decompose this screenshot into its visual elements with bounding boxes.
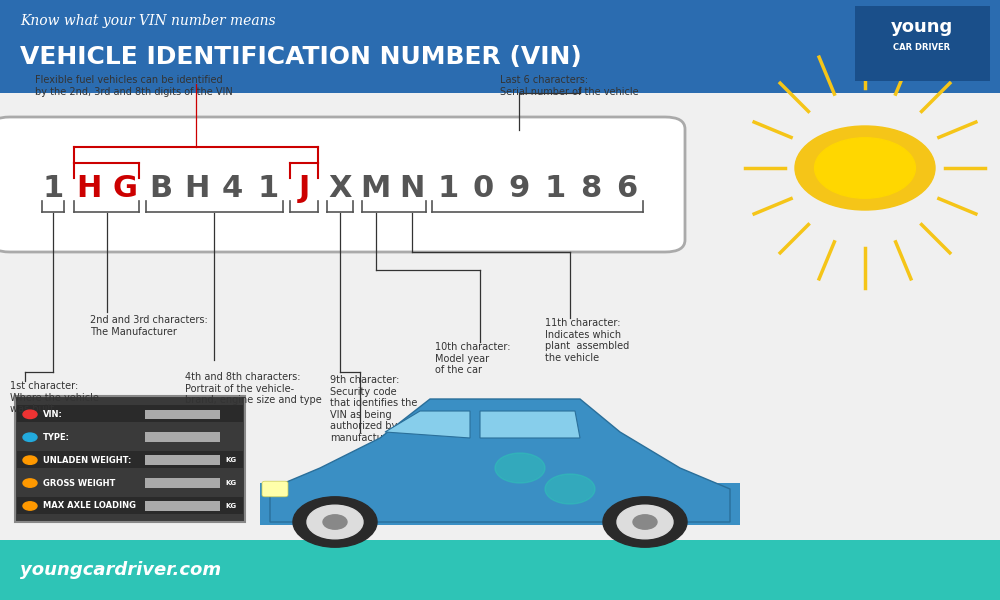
Polygon shape <box>385 411 470 438</box>
Text: H: H <box>76 175 102 203</box>
Text: 9: 9 <box>509 175 530 203</box>
Text: 2nd and 3rd characters:
The Manufacturer: 2nd and 3rd characters: The Manufacturer <box>90 315 208 337</box>
Text: VEHICLE IDENTIFICATION NUMBER (VIN): VEHICLE IDENTIFICATION NUMBER (VIN) <box>20 45 582 69</box>
Text: 0: 0 <box>473 175 494 203</box>
FancyBboxPatch shape <box>260 483 740 525</box>
Circle shape <box>323 515 347 529</box>
FancyBboxPatch shape <box>855 6 990 81</box>
Text: G: G <box>112 175 137 203</box>
FancyBboxPatch shape <box>0 540 1000 600</box>
Text: GROSS WEIGHT: GROSS WEIGHT <box>43 479 115 488</box>
Text: Know what your VIN number means: Know what your VIN number means <box>20 14 276 28</box>
Circle shape <box>617 505 673 539</box>
Text: 11th character:
Indicates which
plant  assembled
the vehicle: 11th character: Indicates which plant as… <box>545 318 629 363</box>
Text: KG: KG <box>225 480 236 486</box>
Text: H: H <box>184 175 209 203</box>
Text: X: X <box>328 175 352 203</box>
Circle shape <box>307 505 363 539</box>
Text: Flexible fuel vehicles can be identified
by the 2nd, 3rd and 8th digits of the V: Flexible fuel vehicles can be identified… <box>35 75 233 97</box>
Text: 4: 4 <box>222 175 243 203</box>
FancyBboxPatch shape <box>145 455 220 465</box>
Text: KG: KG <box>225 503 236 509</box>
Circle shape <box>633 515 657 529</box>
FancyBboxPatch shape <box>17 428 243 445</box>
Text: Last 6 characters:
Serial number of the vehicle: Last 6 characters: Serial number of the … <box>500 75 639 97</box>
Text: 1: 1 <box>437 175 458 203</box>
Circle shape <box>23 433 37 442</box>
Circle shape <box>23 456 37 464</box>
Text: 10th character:
Model year
of the car: 10th character: Model year of the car <box>435 342 511 375</box>
FancyBboxPatch shape <box>262 481 288 497</box>
FancyBboxPatch shape <box>0 117 685 252</box>
Text: CAR DRIVER: CAR DRIVER <box>893 43 951 52</box>
Text: 8: 8 <box>581 175 602 203</box>
Text: 6: 6 <box>616 175 638 203</box>
Text: VIN:: VIN: <box>43 410 63 419</box>
Text: KG: KG <box>225 457 236 463</box>
FancyBboxPatch shape <box>17 474 243 491</box>
Circle shape <box>795 126 935 210</box>
Polygon shape <box>270 399 730 522</box>
Polygon shape <box>480 411 580 438</box>
FancyBboxPatch shape <box>17 451 243 468</box>
Text: 4th and 8th characters:
Portrait of the vehicle-
brand, engine size and type: 4th and 8th characters: Portrait of the … <box>185 372 322 405</box>
Circle shape <box>815 138 915 198</box>
Text: youngcardriver.com: youngcardriver.com <box>20 561 221 579</box>
Text: young: young <box>891 18 953 36</box>
Text: 1: 1 <box>42 175 64 203</box>
FancyBboxPatch shape <box>145 433 220 442</box>
Circle shape <box>495 453 545 483</box>
Circle shape <box>23 410 37 419</box>
Text: TYPE:: TYPE: <box>43 433 70 442</box>
Text: 1: 1 <box>258 175 279 203</box>
Text: J: J <box>298 175 310 203</box>
FancyBboxPatch shape <box>145 478 220 488</box>
Text: 9th character:
Security code
that identifies the
VIN as being
authorized by the
: 9th character: Security code that identi… <box>330 375 417 443</box>
FancyBboxPatch shape <box>17 497 243 514</box>
Text: B: B <box>149 175 172 203</box>
Text: 1: 1 <box>545 175 566 203</box>
FancyBboxPatch shape <box>17 405 243 422</box>
Circle shape <box>23 479 37 487</box>
Text: 1st character:
Where the vehicle
was built: 1st character: Where the vehicle was bui… <box>10 381 99 414</box>
Text: M: M <box>361 175 391 203</box>
FancyBboxPatch shape <box>145 501 220 511</box>
Circle shape <box>603 497 687 547</box>
Circle shape <box>545 474 595 504</box>
Circle shape <box>293 497 377 547</box>
FancyBboxPatch shape <box>15 396 245 522</box>
Text: MAX AXLE LOADING: MAX AXLE LOADING <box>43 502 136 511</box>
FancyBboxPatch shape <box>145 410 220 419</box>
Circle shape <box>23 502 37 510</box>
FancyBboxPatch shape <box>0 0 1000 93</box>
Text: UNLADEN WEIGHT:: UNLADEN WEIGHT: <box>43 455 131 464</box>
Text: N: N <box>399 175 424 203</box>
